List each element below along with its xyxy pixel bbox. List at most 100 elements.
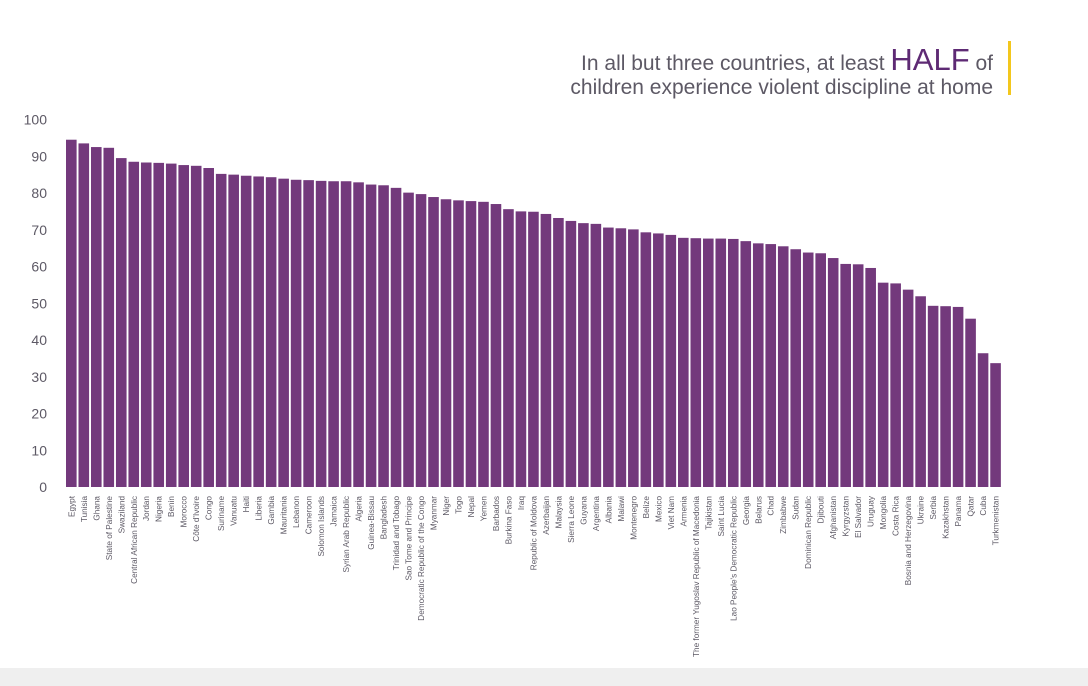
bar	[777, 246, 789, 487]
x-tick-label: Serbia	[929, 496, 938, 520]
x-tick-label: Djibouti	[817, 496, 826, 523]
bar	[340, 181, 352, 488]
bar	[702, 238, 714, 487]
bar	[203, 168, 214, 487]
x-axis-labels: Egypt Tunisia Ghana State of Palestine Swazi…	[67, 495, 1000, 657]
y-tick-label: 40	[31, 332, 47, 348]
x-tick-label: Sao Tome and Principe	[405, 496, 414, 581]
x-tick-label: Guinea-Bissau	[367, 496, 376, 550]
bar	[790, 249, 802, 487]
bar	[390, 187, 402, 488]
x-tick-label: Trinidad and Tobago	[392, 496, 401, 571]
x-tick-label: El Salvador	[854, 496, 863, 538]
x-tick-label: Kyrgyzstan	[842, 496, 851, 537]
bar	[578, 223, 589, 487]
bar	[265, 177, 277, 487]
bar	[640, 232, 652, 487]
bar	[802, 252, 814, 487]
x-tick-label: Viet Nam	[667, 496, 676, 530]
x-tick-label: Nigeria	[155, 496, 164, 522]
y-tick-label: 80	[31, 185, 47, 201]
x-tick-label: Ukraine	[917, 496, 926, 525]
bar	[303, 180, 314, 487]
x-tick-label: Guyana	[579, 496, 588, 525]
x-tick-label: Mauritania	[280, 496, 289, 535]
bar	[865, 267, 876, 487]
x-tick-label: Benin	[167, 496, 176, 517]
x-tick-label: Montenegro	[629, 496, 638, 540]
bar	[428, 197, 439, 488]
x-tick-label: Tunisia	[80, 496, 89, 523]
bars	[66, 139, 1001, 488]
bar	[715, 238, 727, 487]
chart-title-line-1: In all but three countries, at least HAL…	[581, 42, 993, 78]
x-tick-label: Belarus	[754, 496, 763, 524]
bar	[140, 162, 152, 487]
bar	[965, 318, 976, 487]
x-tick-label: Algeria	[355, 496, 364, 522]
x-tick-label: Costa Rica	[892, 496, 901, 536]
bar	[827, 258, 839, 487]
bar	[165, 163, 177, 487]
y-tick-label: 50	[31, 295, 47, 311]
bar	[690, 238, 702, 487]
x-tick-label: Suriname	[217, 496, 226, 531]
bar	[465, 201, 477, 487]
bar	[952, 306, 964, 487]
x-tick-label: Uruguay	[867, 495, 876, 527]
bar	[678, 237, 689, 487]
bar	[540, 213, 552, 487]
chart-title-part-2: of	[969, 52, 993, 75]
x-tick-label: Cuba	[979, 496, 988, 516]
x-tick-label: Congo	[205, 496, 214, 521]
x-tick-label: Jamaica	[330, 496, 339, 527]
bar	[228, 174, 239, 488]
y-tick-label: 20	[31, 406, 47, 422]
x-tick-label: Solomon Islands	[317, 496, 326, 557]
bar	[440, 199, 452, 487]
bar	[927, 305, 939, 487]
x-tick-label: Azerbaijan	[542, 496, 551, 535]
x-tick-label: Sierra Leone	[567, 496, 576, 543]
x-tick-label: Nepal	[467, 496, 476, 518]
x-tick-label: Iraq	[517, 496, 526, 511]
bar	[328, 181, 339, 488]
bar	[628, 229, 639, 487]
x-tick-label: Barbados	[492, 496, 501, 531]
bar	[503, 209, 514, 488]
x-tick-label: Chad	[767, 496, 776, 516]
x-tick-label: Burkina Faso	[504, 496, 513, 545]
x-tick-label: Malaysia	[554, 496, 563, 529]
x-tick-label: Jordan	[142, 496, 151, 521]
x-tick-label: Ghana	[92, 496, 101, 521]
bar	[315, 180, 327, 487]
bar	[253, 176, 264, 487]
bar	[727, 238, 739, 487]
x-tick-label: Turkmenistan	[992, 496, 1001, 546]
y-tick-label: 10	[31, 442, 47, 458]
x-tick-label: Cameroon	[305, 496, 314, 535]
bar	[153, 162, 165, 487]
bar	[128, 161, 140, 487]
x-tick-label: Saint Lucia	[717, 496, 726, 537]
bar	[740, 241, 752, 487]
bar	[290, 179, 302, 487]
x-tick-label: Liberia	[255, 496, 264, 521]
x-tick-label: Vanuatu	[230, 496, 239, 526]
x-tick-label: The former Yugoslav Republic of Macedoni…	[692, 496, 701, 657]
x-tick-label: Albania	[604, 496, 613, 524]
x-tick-label: Bosnia and Herzegovina	[904, 496, 913, 586]
x-tick-label: Sudan	[792, 496, 801, 520]
x-tick-label: Lebanon	[292, 496, 301, 528]
bar	[103, 147, 115, 488]
bar	[815, 253, 826, 487]
x-tick-label: Swaziland	[117, 496, 126, 534]
bar	[565, 220, 577, 487]
x-tick-label: Syrian Arab Republic	[342, 496, 351, 572]
x-tick-label: Morocco	[180, 496, 189, 528]
bar	[78, 143, 90, 487]
bar	[553, 217, 564, 488]
x-tick-label: Côte d'Ivoire	[192, 496, 201, 542]
x-tick-label: Myanmar	[430, 496, 439, 530]
